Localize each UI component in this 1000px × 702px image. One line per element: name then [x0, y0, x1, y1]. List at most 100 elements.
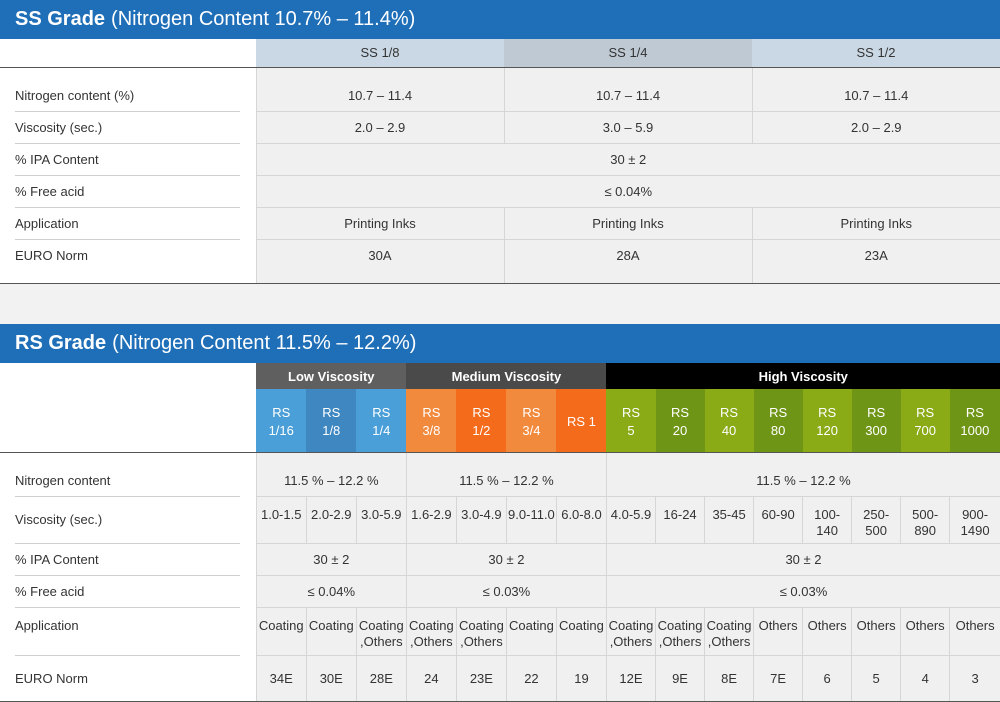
- cell-line: ,Others: [609, 634, 653, 649]
- cell-line: ,Others: [360, 634, 403, 649]
- table-cell: 12E: [605, 655, 656, 702]
- table-cell: 6.0-8.0: [555, 496, 607, 544]
- ss-title-rest: (Nitrogen Content 10.7% – 11.4%): [111, 8, 416, 30]
- cell-line: Coating: [258, 618, 304, 633]
- cell-line: Coating: [559, 618, 604, 633]
- table-cell: 23A: [751, 239, 1000, 284]
- table-cell: Printing Inks: [751, 207, 1000, 240]
- grade-label-line: RS: [272, 405, 291, 421]
- table-cell: 4.0-5.9: [605, 496, 656, 544]
- grade-label-line: RS: [422, 405, 441, 421]
- cell-line: Coating: [608, 618, 654, 633]
- row-label: % Free acid: [15, 576, 240, 608]
- grade-label-line: RS: [372, 405, 391, 421]
- row-label: Viscosity (sec.): [15, 497, 240, 544]
- cell-line: 35-45: [712, 507, 746, 522]
- grade-header: RS 3/4: [506, 389, 557, 453]
- row-label: Application: [15, 208, 240, 240]
- cell-line: 4.0-5.9: [610, 507, 652, 522]
- grade-label-line: 80: [770, 423, 786, 439]
- row-label: EURO Norm: [0, 655, 257, 702]
- ss-row-nitrogen: Nitrogen content (%) 10.7 – 11.4 10.7 – …: [0, 67, 1000, 112]
- ss-row-viscosity: Viscosity (sec.) 2.0 – 2.9 3.0 – 5.9 2.0…: [0, 111, 1000, 144]
- table-cell: ≤ 0.03%: [605, 575, 1000, 608]
- row-label: EURO Norm: [0, 239, 256, 284]
- row-label: Nitrogen content: [15, 465, 240, 497]
- rs-grade-banner: RS Grade (Nitrogen Content 11.5% – 12.2%…: [0, 324, 1000, 363]
- grade-label-line: 1/8: [322, 423, 341, 439]
- cell-line: 890: [914, 523, 937, 538]
- grade-label-line: 300: [865, 423, 887, 439]
- cell-line: ,Others: [658, 634, 702, 649]
- row-label: % IPA Content: [15, 144, 240, 176]
- grade-label-line: RS: [769, 405, 788, 421]
- table-cell: 28A: [503, 239, 752, 284]
- grade-label-line: 5: [627, 423, 635, 439]
- table-cell: Others: [900, 607, 950, 656]
- grade-label-line: RS: [621, 405, 641, 421]
- table-cell: 7E: [753, 655, 803, 702]
- grade-header: RS 1/8: [306, 389, 357, 453]
- table-cell: 3.0-5.9: [355, 496, 407, 544]
- table-cell: Printing Inks: [255, 207, 504, 240]
- table-cell: 10.7 – 11.4: [751, 67, 1000, 112]
- ss-grade-table: SS 1/8 SS 1/4 SS 1/2 Nitrogen content (%…: [0, 39, 1000, 284]
- cell-line: 1.6-2.9: [411, 507, 452, 522]
- grade-label-line: RS: [720, 405, 739, 421]
- grade-header: RS 1/4: [356, 389, 407, 453]
- table-cell: Coating ,Others: [704, 607, 754, 656]
- rs-row-nitrogen: Nitrogen content 11.5 % – 12.2 % 11.5 % …: [0, 452, 1000, 497]
- rs-title-rest: (Nitrogen Content 11.5% – 12.2%): [112, 332, 417, 354]
- grade-header: RS 1/16: [256, 389, 307, 453]
- cell-line: 1.0-1.5: [260, 507, 302, 522]
- table-cell: Coating ,Others: [355, 607, 407, 656]
- table-cell: 60-90: [753, 496, 803, 544]
- cell-line: ,Others: [460, 634, 503, 649]
- cell-line: 500-: [912, 507, 939, 522]
- grade-header: RS 120: [802, 389, 852, 453]
- grade-header: RS 80: [753, 389, 803, 453]
- grade-label-line: 40: [721, 423, 737, 439]
- table-cell: ≤ 0.04%: [255, 575, 407, 608]
- table-cell: 1.6-2.9: [405, 496, 457, 544]
- ss-col-header: SS 1/2: [752, 39, 1000, 68]
- grade-label-line: RS: [671, 405, 690, 421]
- table-cell: 2.0 – 2.9: [255, 111, 504, 144]
- grade-label-line: 3/4: [522, 423, 541, 439]
- grade-label-line: 20: [672, 423, 688, 439]
- cell-line: 900-: [962, 507, 989, 522]
- table-cell: 3.0 – 5.9: [503, 111, 752, 144]
- grade-label-line: RS 1: [567, 414, 596, 430]
- table-cell: 11.5 % – 12.2 %: [255, 452, 407, 497]
- group-header-medium: Medium Viscosity: [406, 363, 607, 389]
- grade-label-line: RS: [916, 405, 935, 421]
- table-cell: 2.0-2.9: [305, 496, 357, 544]
- ss-col-header: SS 1/4: [504, 39, 752, 68]
- table-cell: 11.5 % – 12.2 %: [605, 452, 1000, 497]
- table-cell: ≤ 0.03%: [405, 575, 607, 608]
- table-cell: 30E: [305, 655, 357, 702]
- grade-label-line: RS: [472, 405, 491, 421]
- grade-header: RS 1: [556, 389, 607, 453]
- cell-line: Coating: [509, 618, 554, 633]
- table-cell: 9E: [655, 655, 705, 702]
- table-cell: Coating ,Others: [405, 607, 457, 656]
- grade-header: RS 700: [900, 389, 950, 453]
- ss-row-euro: EURO Norm 30A 28A 23A: [0, 239, 1000, 284]
- table-cell: 30 ± 2: [255, 543, 407, 576]
- ss-header-row: SS 1/8 SS 1/4 SS 1/2: [0, 39, 1000, 68]
- cell-line: 140: [816, 523, 838, 538]
- cell-line: Others: [905, 618, 945, 633]
- grade-header: RS 20: [655, 389, 705, 453]
- cell-line: 2.0-2.9: [311, 507, 352, 522]
- table-cell: 10.7 – 11.4: [255, 67, 504, 112]
- ss-grade-banner: SS Grade (Nitrogen Content 10.7% – 11.4%…: [0, 0, 1000, 39]
- grade-label-line: RS: [522, 405, 541, 421]
- cell-line: Coating: [308, 618, 354, 633]
- cell-line: 500: [865, 523, 887, 538]
- cell-line: Coating: [408, 618, 454, 633]
- group-header-low: Low Viscosity: [256, 363, 407, 389]
- table-cell: Coating ,Others: [455, 607, 507, 656]
- grade-header: RS 1/2: [456, 389, 507, 453]
- ss-row-ipa: % IPA Content 30 ± 2: [0, 143, 1000, 176]
